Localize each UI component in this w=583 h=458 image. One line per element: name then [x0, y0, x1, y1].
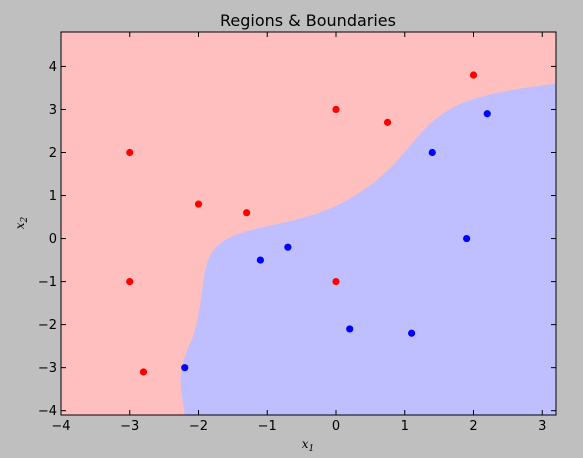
chart-title: Regions & Boundaries: [220, 11, 396, 30]
x-tick-label: −3: [120, 419, 139, 434]
red-point: [243, 209, 251, 217]
blue-region: [180, 83, 556, 416]
red-point: [126, 148, 134, 157]
x-axis-label: x1: [302, 437, 315, 454]
red-point: [332, 105, 340, 114]
x-axis: −4 −3 −2 −1 0 1 2 3: [51, 32, 546, 434]
x-tick-label: 3: [538, 419, 546, 434]
y-axis-label-base: x: [13, 222, 27, 229]
blue-point: [428, 148, 436, 157]
red-point: [126, 277, 134, 286]
red-point: [194, 200, 203, 208]
y-tick-label: 1: [49, 189, 57, 204]
red-point: [139, 368, 148, 376]
x-tick-label: −4: [51, 419, 70, 434]
red-point: [332, 277, 340, 286]
blue-point: [181, 364, 189, 372]
blue-point: [346, 325, 354, 333]
scatter-points: [126, 71, 491, 376]
y-tick-label: −4: [38, 404, 57, 419]
x-tick-label: −1: [258, 419, 277, 434]
y-axis-label-sub: 2: [20, 216, 30, 223]
y-tick-label: −3: [38, 361, 57, 376]
y-tick-label: −1: [38, 275, 57, 290]
blue-point: [284, 243, 292, 251]
blue-point: [408, 329, 416, 337]
blue-point: [483, 110, 491, 118]
y-tick-label: 0: [49, 232, 57, 247]
blue-point: [256, 256, 264, 264]
x-axis-label-sub: 1: [309, 444, 315, 454]
x-axis-label-base: x: [302, 437, 309, 451]
y-tick-label: 2: [49, 146, 57, 161]
red-point: [469, 71, 478, 79]
red-point: [383, 118, 392, 126]
x-tick-label: −2: [189, 419, 208, 434]
y-axis: −4 −3 −2 −1 0 1 2 3 4: [38, 60, 556, 419]
y-tick-label: −2: [38, 318, 57, 333]
x-tick-label: 2: [469, 419, 477, 434]
x-tick-label: 1: [401, 419, 409, 434]
y-tick-label: 4: [49, 60, 57, 75]
y-axis-label: x2: [13, 216, 30, 229]
plot-frame: [60, 31, 557, 416]
blue-point: [463, 234, 471, 243]
y-tick-label: 3: [49, 103, 57, 118]
x-tick-label: 0: [332, 419, 340, 434]
